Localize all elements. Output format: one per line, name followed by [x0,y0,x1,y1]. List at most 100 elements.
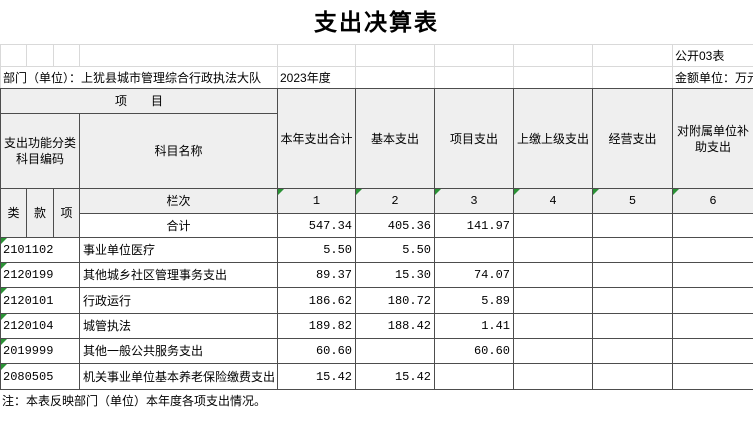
value-cell[interactable] [434,363,514,390]
function-code: 2101102 [3,243,54,257]
empty-cell[interactable] [434,66,514,89]
subject-name-cell[interactable]: 行政运行 [79,287,278,314]
empty-cell[interactable] [592,44,673,67]
subject-header-row: 支出功能分类 科目编码 科目名称 [0,113,753,189]
total-value-cell[interactable] [672,213,753,238]
project-header-cell[interactable]: 项 目 [0,88,278,114]
value-cell[interactable] [592,287,673,314]
value-cell[interactable] [513,287,593,314]
code-cell[interactable]: 2019999 [0,338,80,364]
column-header-cell[interactable]: 项目支出 [434,88,514,189]
error-indicator-icon [1,288,7,294]
column-header-cell[interactable]: 经营支出 [592,88,673,189]
value-cell[interactable]: 5.50 [355,237,435,263]
value-cell[interactable]: 1.41 [434,313,514,339]
empty-cell[interactable] [513,44,593,67]
total-value-cell[interactable]: 405.36 [355,213,435,238]
empty-cell[interactable] [355,66,435,89]
value-cell[interactable] [592,313,673,339]
value-cell[interactable] [513,313,593,339]
value-cell[interactable]: 15.30 [355,262,435,288]
value-cell[interactable] [672,287,753,314]
total-value-cell[interactable]: 547.34 [277,213,356,238]
class-header-cell[interactable]: 类 [0,188,27,238]
value-cell[interactable] [672,363,753,390]
empty-cell[interactable] [355,44,435,67]
column-header-cell[interactable]: 对附属单位补助支出 [672,88,753,189]
value-cell[interactable]: 189.82 [277,313,356,339]
value-cell[interactable]: 180.72 [355,287,435,314]
table-note: 注：本表反映部门（单位）本年度各项支出情况。 [2,394,267,408]
total-label-cell[interactable]: 合计 [79,213,278,238]
value-cell[interactable] [355,338,435,364]
value-cell[interactable] [672,237,753,263]
value-cell[interactable]: 5.89 [434,287,514,314]
total-value-cell[interactable] [513,213,593,238]
value-cell[interactable] [592,363,673,390]
empty-cell[interactable] [277,44,356,67]
empty-cell[interactable] [592,66,673,89]
empty-cell[interactable] [53,44,80,67]
value-cell[interactable]: 188.42 [355,313,435,339]
column-number-cell[interactable]: 2 [355,188,435,214]
column-number: 4 [549,194,557,208]
empty-cell[interactable] [513,66,593,89]
value-cell[interactable]: 60.60 [277,338,356,364]
subject-name-cell[interactable]: 事业单位医疗 [79,237,278,263]
column-number-cell[interactable]: 4 [513,188,593,214]
total-value-cell[interactable]: 141.97 [434,213,514,238]
value-cell[interactable] [672,262,753,288]
subject-name-cell[interactable]: 城管执法 [79,313,278,339]
empty-cell[interactable] [434,44,514,67]
value-cell[interactable]: 74.07 [434,262,514,288]
subject-name-cell[interactable]: 机关事业单位基本养老保险缴费支出 [79,363,278,390]
code-cell[interactable]: 2080505 [0,363,80,390]
empty-cell[interactable] [26,44,54,67]
column-number-cell[interactable]: 6 [672,188,753,214]
lanci-header-cell[interactable]: 栏次 [79,188,278,214]
value-cell[interactable] [592,338,673,364]
value-cell[interactable] [592,237,673,263]
empty-cell[interactable] [79,44,278,67]
item-header-cell[interactable]: 项 [53,188,80,238]
total-value-cell[interactable] [592,213,673,238]
function-code-header-cell[interactable]: 支出功能分类 科目编码 [0,113,80,189]
value-cell[interactable]: 15.42 [355,363,435,390]
value-cell[interactable]: 186.62 [277,287,356,314]
sheet-label-cell[interactable]: 公开03表 [672,44,753,67]
column-number-cell[interactable]: 3 [434,188,514,214]
value-cell[interactable] [672,338,753,364]
value-cell[interactable] [513,237,593,263]
subject-name-cell[interactable]: 其他城乡社区管理事务支出 [79,262,278,288]
empty-cell[interactable] [0,44,27,67]
column-header-cell[interactable]: 上缴上级支出 [513,88,593,189]
error-indicator-icon [1,238,7,244]
value-cell[interactable] [434,237,514,263]
code-cell[interactable]: 2120104 [0,313,80,339]
value-cell[interactable] [592,262,673,288]
value-cell[interactable] [513,363,593,390]
value-cell[interactable]: 60.60 [434,338,514,364]
code-cell[interactable]: 2120199 [0,262,80,288]
table-row: 2080505 机关事业单位基本养老保险缴费支出 15.42 15.42 [0,363,753,390]
column-header-cell[interactable]: 本年支出合计 [277,88,356,189]
value-cell[interactable] [513,262,593,288]
value-cell[interactable] [513,338,593,364]
year-cell[interactable]: 2023年度 [277,66,356,89]
total-row: 合计 547.34 405.36 141.97 [1,213,753,238]
section-header-cell[interactable]: 款 [26,188,54,238]
code-cell[interactable]: 2101102 [0,237,80,263]
unit-cell[interactable]: 金额单位：万元 [672,66,753,89]
code-cell[interactable]: 2120101 [0,287,80,314]
column-number-cell[interactable]: 5 [592,188,673,214]
value-cell[interactable]: 89.37 [277,262,356,288]
value-cell[interactable]: 15.42 [277,363,356,390]
value-cell[interactable]: 5.50 [277,237,356,263]
column-number-cell[interactable]: 1 [277,188,356,214]
subject-name-cell[interactable]: 其他一般公共服务支出 [79,338,278,364]
column-header-cell[interactable]: 基本支出 [355,88,435,189]
department-cell[interactable]: 部门（单位）：上犹县城市管理综合行政执法大队 [0,66,278,89]
value-cell[interactable] [672,313,753,339]
subject-name-header-cell[interactable]: 科目名称 [79,113,278,189]
